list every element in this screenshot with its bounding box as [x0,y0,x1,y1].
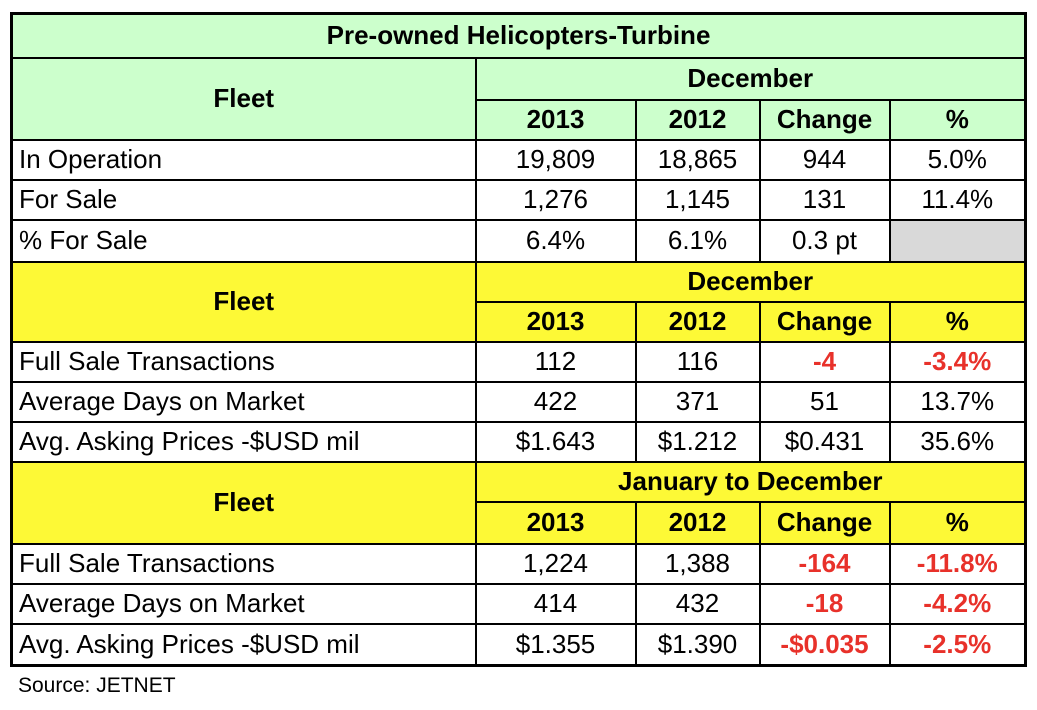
cell-value: 422 [474,380,637,423]
column-header: 2012 [634,98,761,141]
row-label: In Operation [10,138,477,181]
table-row: Average Days on Market 422 371 51 13.7% [10,380,1027,423]
column-header: 2013 [474,500,637,545]
cell-value: 116 [634,340,761,383]
table-title: Pre-owned Helicopters-Turbine [10,12,1027,59]
period-header: December [474,56,1027,101]
period-header: December [474,260,1027,303]
column-header: 2012 [634,500,761,545]
cell-value: $1.643 [474,420,637,463]
cell-value: -11.8% [888,542,1027,585]
column-header: 2013 [474,300,637,343]
cell-value: 944 [758,138,891,181]
cell-value: -4.2% [888,582,1027,625]
cell-value: 1,276 [474,178,637,221]
cell-value: -164 [758,542,891,585]
row-label: Full Sale Transactions [10,542,477,585]
fleet-header: Fleet [10,260,477,343]
cell-value: 11.4% [888,178,1027,221]
cell-value: -4 [758,340,891,383]
column-header: Change [758,98,891,141]
cell-value: 1,145 [634,178,761,221]
cell-value: $1.355 [474,622,637,667]
column-header: Change [758,500,891,545]
row-label: % For Sale [10,218,477,263]
cell-value: 0.3 pt [758,218,891,263]
cell-value: -$0.035 [758,622,891,667]
column-header: 2012 [634,300,761,343]
cell-value [888,218,1027,263]
cell-value: 19,809 [474,138,637,181]
row-label: Average Days on Market [10,380,477,423]
cell-value: 414 [474,582,637,625]
column-header: Change [758,300,891,343]
cell-value: 35.6% [888,420,1027,463]
period-header: January to December [474,460,1027,503]
table-row: Average Days on Market 414 432 -18 -4.2% [10,582,1027,625]
cell-value: 371 [634,380,761,423]
cell-value: 18,865 [634,138,761,181]
row-label: Avg. Asking Prices -$USD mil [10,420,477,463]
table-row: % For Sale 6.4% 6.1% 0.3 pt [10,218,1027,263]
cell-value: $1.390 [634,622,761,667]
cell-value: -18 [758,582,891,625]
column-header: % [888,500,1027,545]
column-header: 2013 [474,98,637,141]
cell-value: -3.4% [888,340,1027,383]
column-header: % [888,300,1027,343]
cell-value: 1,224 [474,542,637,585]
table-row: Avg. Asking Prices -$USD mil $1.355 $1.390… [10,622,1027,667]
cell-value: $0.431 [758,420,891,463]
table-row: Full Sale Transactions 112 116 -4 -3.4% [10,340,1027,383]
row-label: For Sale [10,178,477,221]
table-row: Avg. Asking Prices -$USD mil $1.643 $1.212… [10,420,1027,463]
cell-value: 432 [634,582,761,625]
cell-value: -2.5% [888,622,1027,667]
cell-value: 112 [474,340,637,383]
fleet-header: Fleet [10,56,477,141]
source-note: Source: JETNET [18,674,176,697]
cell-value: 51 [758,380,891,423]
fleet-header: Fleet [10,460,477,545]
row-label: Average Days on Market [10,582,477,625]
cell-value: 13.7% [888,380,1027,423]
table-row: For Sale 1,276 1,145 131 11.4% [10,178,1027,221]
row-label: Full Sale Transactions [10,340,477,383]
cell-value: 6.1% [634,218,761,263]
cell-value: 5.0% [888,138,1027,181]
cell-value: 6.4% [474,218,637,263]
cell-value: $1.212 [634,420,761,463]
cell-value: 1,388 [634,542,761,585]
row-label: Avg. Asking Prices -$USD mil [10,622,477,667]
column-header: % [888,98,1027,141]
cell-value: 131 [758,178,891,221]
helicopter-fleet-table: Pre-owned Helicopters-Turbine Fleet Decem… [10,12,1028,667]
table-row: Full Sale Transactions 1,224 1,388 -164 -11.… [10,542,1027,585]
table-row: In Operation 19,809 18,865 944 5.0% [10,138,1027,181]
